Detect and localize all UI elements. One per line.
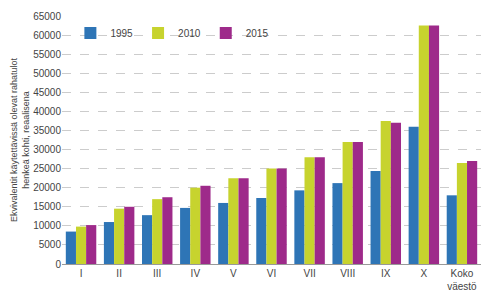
svg-text:65000: 65000	[33, 11, 61, 22]
svg-text:50000: 50000	[33, 68, 61, 79]
svg-text:60000: 60000	[33, 30, 61, 41]
svg-text:VIII: VIII	[340, 268, 355, 279]
svg-text:II: II	[116, 268, 122, 279]
svg-text:30000: 30000	[33, 144, 61, 155]
svg-text:35000: 35000	[33, 125, 61, 136]
svg-text:40000: 40000	[33, 106, 61, 117]
svg-text:VI: VI	[267, 268, 276, 279]
svg-text:45000: 45000	[33, 87, 61, 98]
svg-text:VII: VII	[303, 268, 315, 279]
svg-text:III: III	[153, 268, 161, 279]
svg-text:5000: 5000	[39, 239, 62, 250]
svg-text:20000: 20000	[33, 182, 61, 193]
svg-text:V: V	[230, 268, 237, 279]
svg-text:0: 0	[55, 259, 61, 270]
svg-text:1995: 1995	[110, 28, 133, 39]
svg-text:15000: 15000	[33, 201, 61, 212]
svg-text:10000: 10000	[33, 220, 61, 231]
svg-text:IX: IX	[381, 268, 391, 279]
svg-text:IV: IV	[191, 268, 201, 279]
svg-text:2010: 2010	[178, 28, 201, 39]
svg-text:25000: 25000	[33, 163, 61, 174]
svg-text:X: X	[421, 268, 428, 279]
svg-text:Kokoväestö: Kokoväestö	[447, 268, 477, 292]
svg-text:55000: 55000	[33, 49, 61, 60]
svg-text:Ekvivalentit käytettävissä ole: Ekvivalentit käytettävissä olevat rahatu…	[9, 57, 31, 222]
svg-text:2015: 2015	[246, 28, 269, 39]
svg-text:I: I	[80, 268, 83, 279]
